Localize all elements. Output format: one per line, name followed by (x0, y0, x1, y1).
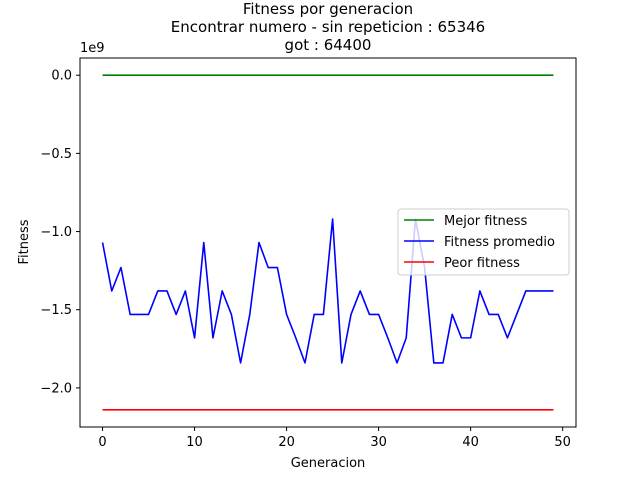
x-tick-label: 10 (186, 435, 203, 450)
x-axis: 0 10 20 30 40 50 (98, 427, 571, 450)
legend-box (397, 208, 570, 276)
y-tick-label: −0.5 (40, 147, 72, 162)
y-offset-label: 1e9 (80, 41, 105, 56)
y-tick-label: −1.0 (40, 225, 72, 240)
legend-label-mejor-fitness: Mejor fitness (444, 214, 528, 229)
x-tick-label: 30 (370, 435, 387, 450)
axes-frame (79, 57, 577, 428)
x-tick-label: 0 (98, 435, 106, 450)
chart-title: Fitness por generacion Encontrar numero … (171, 0, 485, 54)
legend-label-fitness-promedio: Fitness promedio (444, 235, 555, 250)
x-tick-label: 20 (278, 435, 295, 450)
plot-area (79, 57, 577, 428)
y-tick-label: −1.5 (40, 303, 72, 318)
legend: Mejor fitness Fitness promedio Peor fitn… (397, 208, 570, 276)
legend-label-peor-fitness: Peor fitness (444, 256, 520, 271)
x-tick-label: 40 (462, 435, 479, 450)
chart-title-line-3: got : 64400 (285, 36, 372, 54)
y-tick-label: −2.0 (40, 381, 72, 396)
x-tick-label: 50 (554, 435, 571, 450)
y-axis: 0.0 −0.5 −1.0 −1.5 −2.0 (40, 69, 80, 396)
x-axis-label: Generacion (291, 456, 366, 471)
chart-title-line-1: Fitness por generacion (243, 0, 413, 18)
y-tick-label: 0.0 (51, 69, 72, 84)
chart-title-line-2: Encontrar numero - sin repeticion : 6534… (171, 18, 485, 36)
y-axis-label: Fitness (17, 219, 32, 264)
series-lines (101, 74, 554, 411)
series-line-fitness-promedio (101, 218, 554, 364)
